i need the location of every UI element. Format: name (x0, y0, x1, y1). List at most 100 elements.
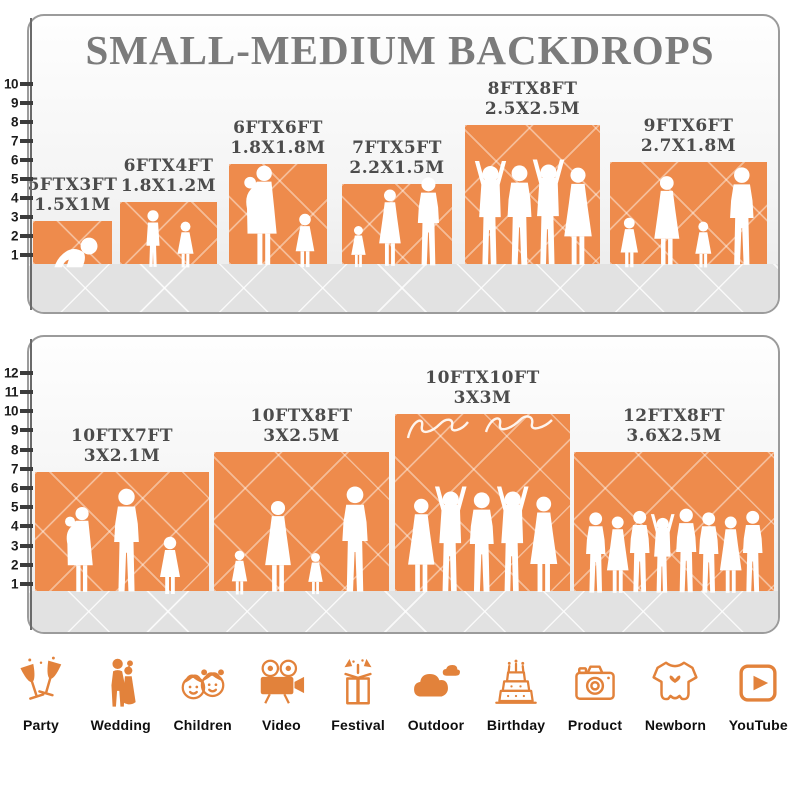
figure-womanbaby-silhouette (65, 506, 93, 592)
outdoor-icon (414, 665, 461, 697)
category-party: Party (14, 656, 68, 733)
silhouette-group (58, 488, 186, 596)
backdrop-size-label: 6FTX6FT 1.8X1.8M (230, 118, 325, 158)
size-feet-text: 6FTX6FT (233, 118, 323, 138)
size-meters-text: 1.5X1M (34, 195, 111, 215)
ruler-number: 6 (10, 152, 19, 168)
silhouette-group (466, 159, 599, 269)
category-label: YouTube (728, 717, 788, 733)
size-meters-text: 2.7X1.8M (640, 136, 737, 156)
studio-floor (29, 591, 778, 632)
figure-girl-silhouette (620, 217, 638, 268)
silhouette-group (236, 165, 320, 269)
script-flourish-decoration (406, 415, 554, 440)
figure-woman-silhouette (563, 167, 592, 265)
product-icon (575, 665, 615, 700)
size-meters-text: 3X2.5M (263, 426, 340, 446)
size-feet-text: 5FTX3FT (27, 175, 118, 195)
size-feet-text: 8FTX8FT (487, 79, 578, 99)
size-meters-text: 2.2X1.5M (349, 158, 445, 178)
silhouette-group (579, 508, 770, 596)
figure-womanbaby-silhouette (244, 165, 277, 265)
figure-man-silhouette (729, 167, 754, 265)
ruler-tick-mark (20, 120, 33, 124)
category-label: Party (22, 717, 60, 733)
figure-girl-silhouette (231, 550, 247, 595)
ruler-number: 1 (10, 576, 19, 592)
backdrop-size-label: 10FTX7FT 3X2.1M (71, 426, 173, 466)
figure-baby-silhouette (53, 237, 97, 268)
figure-woman-silhouette (530, 496, 558, 592)
ruler-line (30, 18, 32, 310)
ruler-tick-mark (20, 486, 33, 490)
figure-man-silhouette (114, 488, 139, 592)
silhouette-group (139, 209, 198, 269)
figure-girl-silhouette (177, 221, 193, 268)
ruler-tick-mark (20, 177, 33, 181)
ruler-number: 11 (4, 384, 19, 400)
silhouette-group (400, 486, 565, 596)
category-label: Festival (331, 717, 385, 733)
figure-girl-silhouette (351, 226, 366, 268)
category-video: Video (254, 656, 308, 733)
figure-boy-silhouette (145, 210, 160, 267)
category-label: Birthday (486, 717, 546, 733)
ruler-number: 4 (10, 190, 19, 206)
ruler-tick-mark (20, 196, 33, 200)
silhouette-group (46, 235, 100, 269)
ruler-number: 1 (10, 247, 19, 263)
silhouette-group (615, 167, 762, 269)
size-feet-text: 10FTX7FT (70, 426, 174, 446)
ruler-tick-mark (20, 82, 33, 86)
party-icon (19, 656, 63, 700)
size-meters-text: 3X2.1M (83, 446, 161, 466)
ruler-number: 4 (10, 518, 19, 534)
ruler-tick-mark (20, 447, 33, 452)
silhouette-group (347, 177, 447, 269)
ruler-number: 2 (10, 557, 19, 573)
category-label: Wedding (90, 717, 151, 733)
backdrop-size-label: 9FTX6FT 2.7X1.8M (641, 116, 736, 156)
backdrop-size-label: 10FTX10FT 3X3M (425, 368, 539, 408)
ruler-tick-mark (20, 582, 33, 586)
figure-girl-silhouette (160, 536, 180, 594)
ruler-number: 9 (10, 95, 19, 111)
category-youtube: YouTube (729, 656, 788, 733)
size-meters-text: 3.6X2.5M (626, 426, 722, 446)
children-icon (181, 668, 225, 700)
ruler-tick-mark (20, 428, 33, 433)
newborn-icon (652, 661, 699, 701)
size-meters-text: 3X3M (453, 388, 512, 408)
ruler-number: 6 (10, 480, 19, 496)
category-birthday: Birthday (487, 656, 545, 733)
backdrop-size-label: 12FTX8FT 3.6X2.5M (623, 406, 725, 446)
backdrop-5ftx3ft (33, 221, 112, 264)
figure-man-silhouette (742, 510, 763, 593)
size-feet-text: 10FTX8FT (250, 406, 353, 426)
backdrop-size-label: 7FTX5FT 2.2X1.5M (349, 138, 444, 178)
category-label: Children (173, 717, 232, 733)
ruler-number: 8 (10, 442, 19, 458)
ruler-number: 9 (10, 422, 19, 438)
ruler-tick-mark (20, 409, 33, 414)
size-feet-text: 7FTX5FT (352, 138, 442, 158)
size-feet-text: 10FTX10FT (425, 368, 540, 388)
figure-girl-silhouette (695, 221, 712, 268)
ruler-tick-mark (20, 524, 33, 529)
figure-girl-silhouette (295, 213, 315, 268)
category-outdoor: Outdoor (408, 656, 465, 733)
ruler-number: 8 (10, 114, 19, 130)
ruler-tick-mark (20, 466, 33, 471)
panel-small-medium-backdrops: 5FTX3FT 1.5X1M 6FTX4FT 1.8X1.2M 6FTX6FT 1.8X1… (27, 14, 780, 314)
figure-woman-silhouette (379, 189, 401, 266)
silhouette-group (227, 486, 377, 596)
backdrop-6ftx4ft (120, 202, 217, 264)
ruler-number: 3 (10, 538, 19, 554)
ruler-number: 5 (10, 171, 19, 187)
ruler-tick-mark (20, 543, 33, 548)
backdrop-size-label: 10FTX8FT 3X2.5M (250, 406, 352, 446)
ruler-number: 7 (10, 461, 19, 477)
category-label: Product (567, 717, 623, 733)
category-children: Children (173, 656, 232, 733)
category-wedding: Wedding (91, 656, 151, 733)
